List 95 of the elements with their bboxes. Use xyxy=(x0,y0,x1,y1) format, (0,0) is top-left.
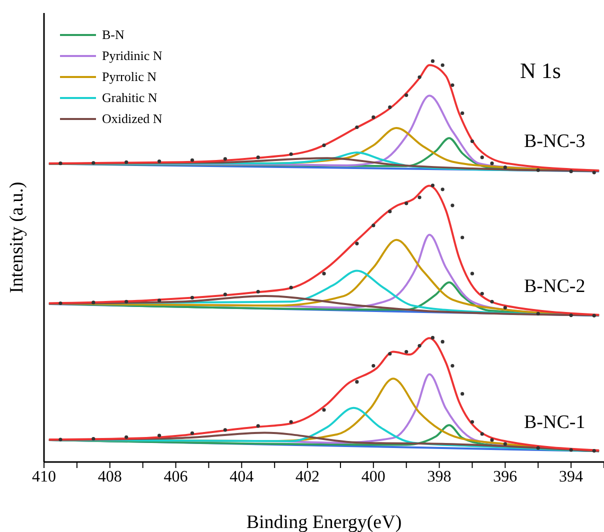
point xyxy=(355,242,359,246)
point xyxy=(58,162,62,166)
legend-label: B-N xyxy=(102,26,124,42)
point xyxy=(490,300,494,304)
x-tick-label: 406 xyxy=(164,468,188,486)
point xyxy=(470,272,474,276)
point xyxy=(460,236,464,240)
legend-label: Pyridinic N xyxy=(102,48,162,64)
point xyxy=(190,158,194,162)
point xyxy=(569,170,573,174)
point xyxy=(355,380,359,384)
point xyxy=(418,196,422,200)
x-tick-label: 410 xyxy=(32,468,56,486)
point xyxy=(569,448,573,452)
point xyxy=(536,168,540,172)
point xyxy=(503,442,507,446)
point xyxy=(289,152,293,156)
point xyxy=(430,336,435,340)
point xyxy=(256,424,260,428)
point xyxy=(418,344,422,348)
x-tick-label: 394 xyxy=(559,468,584,486)
y-axis-title: Intensity (a.u.) xyxy=(6,182,28,294)
point xyxy=(480,292,484,296)
x-tick-label: 400 xyxy=(361,468,386,486)
point xyxy=(256,156,260,160)
point xyxy=(190,431,194,435)
point xyxy=(256,290,260,294)
point xyxy=(372,364,376,368)
point xyxy=(157,434,162,438)
point xyxy=(404,93,408,97)
legend-label: Pyrrolic N xyxy=(102,68,157,84)
point xyxy=(470,139,474,144)
point xyxy=(388,352,392,356)
point xyxy=(418,75,422,79)
point xyxy=(223,157,227,161)
x-tick-label: 402 xyxy=(296,468,320,486)
point xyxy=(470,420,474,424)
point xyxy=(190,296,194,300)
point xyxy=(355,125,359,130)
point xyxy=(322,408,326,412)
point xyxy=(404,350,408,354)
annotation: N 1s xyxy=(520,58,561,84)
point xyxy=(480,156,484,160)
point xyxy=(592,448,596,453)
point xyxy=(503,306,507,310)
point xyxy=(450,83,454,87)
point xyxy=(480,432,484,436)
point xyxy=(536,312,540,316)
point xyxy=(289,286,293,290)
point xyxy=(460,111,464,116)
point xyxy=(569,313,573,318)
point xyxy=(592,170,596,174)
point xyxy=(404,202,408,206)
point xyxy=(92,300,96,304)
x-tick-label: 408 xyxy=(98,468,122,486)
point xyxy=(450,204,454,208)
point xyxy=(124,435,128,439)
point xyxy=(124,160,128,164)
x-axis-title: Binding Energy(eV) xyxy=(246,512,402,532)
point xyxy=(440,63,444,67)
point xyxy=(430,184,435,188)
annotation: B-NC-3 xyxy=(524,131,586,153)
point xyxy=(92,161,96,165)
x-tick-label: 398 xyxy=(427,468,452,486)
point xyxy=(503,166,507,170)
point xyxy=(372,115,376,120)
point xyxy=(223,428,227,432)
point xyxy=(440,340,444,344)
point xyxy=(322,272,326,276)
legend-label: Grahitic N xyxy=(102,90,158,106)
point xyxy=(490,162,494,166)
point xyxy=(536,446,540,450)
point xyxy=(223,292,227,296)
point xyxy=(157,160,162,164)
point xyxy=(92,436,96,441)
point xyxy=(430,59,435,63)
point xyxy=(440,188,444,192)
annotation: B-NC-2 xyxy=(524,276,586,298)
point xyxy=(289,420,293,424)
point xyxy=(372,224,376,228)
point xyxy=(592,314,596,318)
point xyxy=(58,301,62,306)
point xyxy=(388,210,392,214)
x-tick-label: 404 xyxy=(230,468,254,486)
point xyxy=(157,298,162,302)
point xyxy=(388,105,392,110)
point xyxy=(58,438,62,442)
point xyxy=(124,300,128,304)
point xyxy=(322,143,326,148)
annotation: B-NC-1 xyxy=(524,412,586,434)
point xyxy=(460,392,464,396)
x-tick-label: 396 xyxy=(493,468,518,486)
point xyxy=(450,364,454,368)
legend-label: Oxidized N xyxy=(102,110,162,126)
point xyxy=(490,438,494,442)
